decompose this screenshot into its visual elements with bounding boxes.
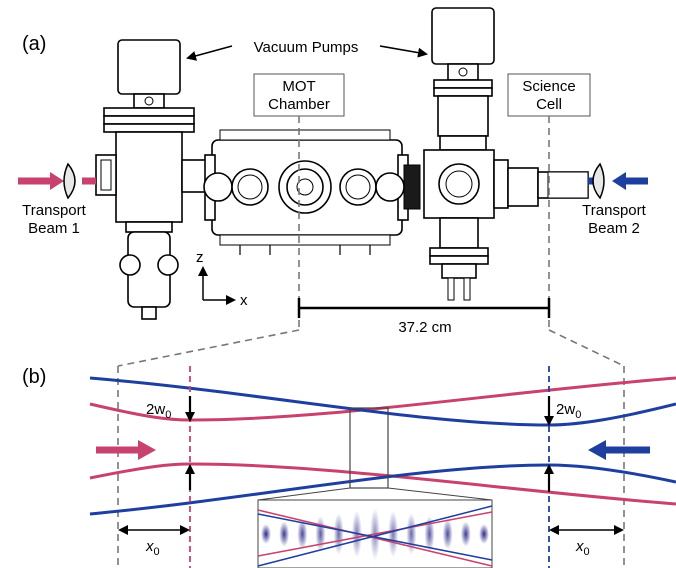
zoom-region-box bbox=[349, 407, 389, 489]
lens-right-icon bbox=[592, 162, 605, 200]
blue-beam-lower-edge bbox=[89, 463, 676, 516]
zoom-connector-left bbox=[257, 487, 351, 501]
science-cell-label-1: Science bbox=[522, 78, 575, 95]
transport-beam-2 bbox=[588, 162, 648, 200]
vacuum-pumps-label: Vacuum Pumps bbox=[254, 39, 359, 56]
axis-z-label: z bbox=[196, 249, 204, 266]
mot-chamber-label-1: MOT bbox=[282, 78, 315, 95]
offset-left-label: x0 bbox=[145, 538, 160, 558]
lattice-fringe bbox=[261, 524, 271, 544]
science-cell-label-2: Cell bbox=[536, 96, 562, 113]
vacuum-pump-arrow-right bbox=[379, 45, 428, 58]
lattice-fringe bbox=[424, 516, 435, 552]
lattice-fringe bbox=[333, 513, 344, 555]
red-direction-arrow bbox=[96, 440, 156, 460]
blue-beam-upper-edge bbox=[89, 376, 676, 427]
blue-direction-arrow bbox=[588, 440, 650, 460]
lattice-fringe bbox=[442, 518, 453, 550]
zoom-line-left bbox=[117, 329, 300, 367]
lens-left-icon bbox=[63, 162, 76, 200]
distance-bar bbox=[297, 298, 551, 318]
science-cell-hardware bbox=[507, 167, 589, 207]
mot-chamber-hardware bbox=[203, 129, 409, 255]
lattice-fringe bbox=[460, 521, 471, 547]
lattice-fringe bbox=[315, 516, 326, 552]
distance-label: 37.2 cm bbox=[398, 319, 451, 336]
mot-chamber-box bbox=[253, 73, 345, 117]
mot-chamber-label-2: Chamber bbox=[268, 96, 330, 113]
left-vacuum-pump bbox=[95, 39, 213, 320]
vacuum-pump-arrow-left bbox=[186, 45, 233, 61]
axis-x-label: x bbox=[240, 292, 248, 309]
panel-b-label: (b) bbox=[22, 366, 46, 388]
transport-beam-1-label-2: Beam 1 bbox=[28, 220, 80, 237]
lattice-inset bbox=[257, 499, 493, 568]
right-vacuum-pump bbox=[403, 7, 509, 301]
lattice-fringe bbox=[406, 513, 417, 555]
red-beam-upper-edge bbox=[89, 376, 676, 422]
transport-beam-2-label-1: Transport bbox=[582, 202, 646, 219]
offset-right-label: x0 bbox=[575, 538, 590, 558]
zoom-line-right bbox=[548, 329, 625, 367]
transport-beam-2-label-2: Beam 2 bbox=[588, 220, 640, 237]
science-cell-box bbox=[507, 73, 591, 117]
zoom-connector-right bbox=[387, 487, 493, 501]
axes-indicator bbox=[198, 266, 236, 305]
lattice-fringe bbox=[297, 518, 308, 550]
transport-beam-1-label-1: Transport bbox=[22, 202, 86, 219]
lattice-fringe bbox=[479, 524, 489, 544]
transport-beam-1 bbox=[18, 162, 96, 200]
red-beam-lower-edge bbox=[89, 462, 676, 506]
waist-right-label: 2w0 bbox=[556, 401, 581, 421]
lattice-fringe bbox=[388, 510, 399, 558]
waist-left-label: 2w0 bbox=[146, 401, 171, 421]
panel-a-label: (a) bbox=[22, 33, 46, 55]
lattice-fringe bbox=[279, 521, 290, 547]
